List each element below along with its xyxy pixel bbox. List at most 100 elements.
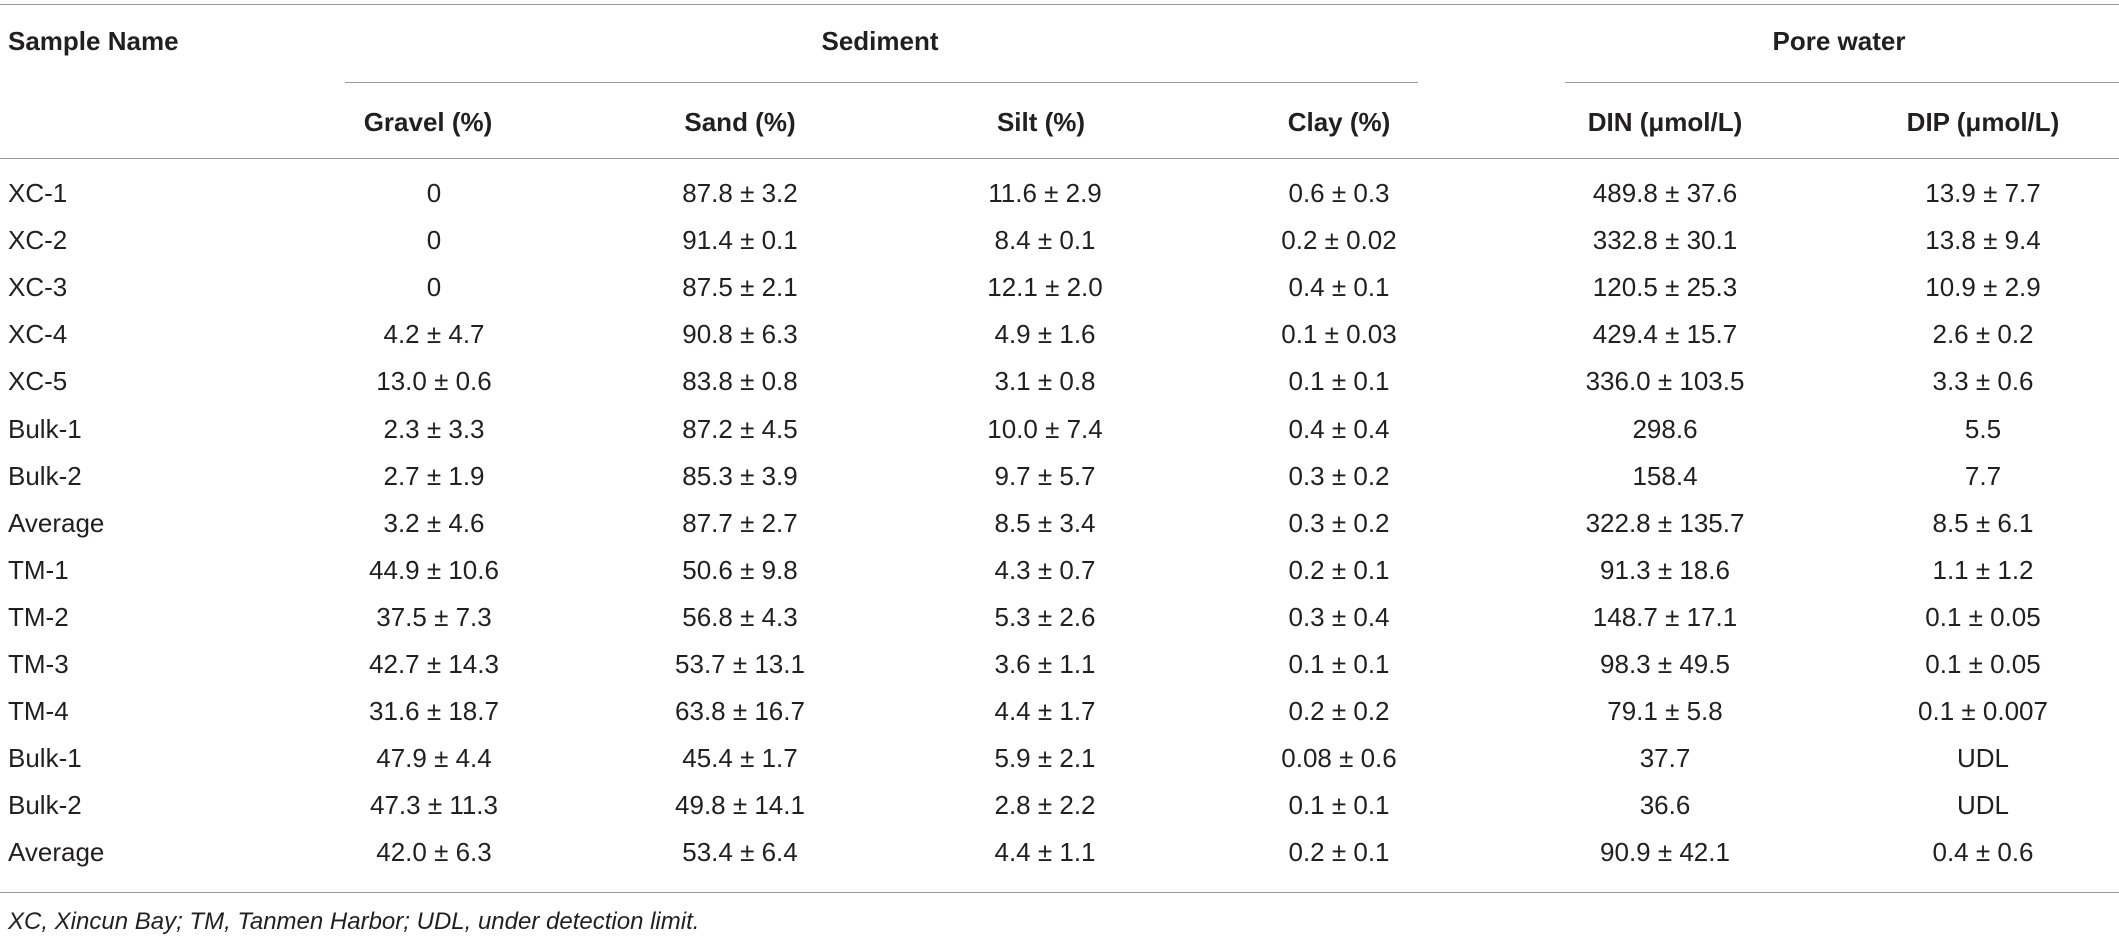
cell-gravel: 37.5 ± 7.3 [376,602,492,632]
sample-name-header: Sample Name [8,26,179,56]
cell-dip: 2.6 ± 0.2 [1932,319,2034,349]
cell-din: 322.8 ± 135.7 [1585,508,1745,538]
cell-sand: 83.8 ± 0.8 [682,366,798,396]
cell-gravel: 31.6 ± 18.7 [369,696,499,726]
cell-sample-name: XC-3 [8,272,68,302]
cell-dip: 13.9 ± 7.7 [1925,178,2041,208]
cell-clay: 0.3 ± 0.2 [1288,461,1390,491]
cell-clay: 0.1 ± 0.1 [1288,790,1390,820]
cell-clay: 0.4 ± 0.1 [1288,272,1390,302]
cell-clay: 0.2 ± 0.2 [1288,696,1390,726]
cell-din: 36.6 [1639,790,1691,820]
pore-water-group-rule [1565,82,2119,83]
cell-sample-name: Bulk-1 [8,414,82,444]
header-bottom-rule [0,158,2119,159]
cell-din: 98.3 ± 49.5 [1600,649,1730,679]
cell-gravel: 2.7 ± 1.9 [383,461,485,491]
cell-clay: 0.2 ± 0.1 [1288,837,1390,867]
cell-silt: 4.3 ± 0.7 [994,555,1096,585]
cell-gravel: 0 [426,225,442,255]
cell-dip: 0.1 ± 0.007 [1918,696,2048,726]
cell-gravel: 42.7 ± 14.3 [369,649,499,679]
cell-sample-name: TM-4 [8,696,69,726]
cell-gravel: 42.0 ± 6.3 [376,837,492,867]
cell-sample-name: XC-1 [8,178,68,208]
cell-gravel: 0 [426,272,442,302]
cell-sand: 87.7 ± 2.7 [682,508,798,538]
cell-silt: 8.4 ± 0.1 [994,225,1096,255]
cell-sand: 90.8 ± 6.3 [682,319,798,349]
cell-gravel: 0 [426,178,442,208]
cell-dip: 0.4 ± 0.6 [1932,837,2034,867]
cell-clay: 0.1 ± 0.1 [1288,366,1390,396]
cell-din: 91.3 ± 18.6 [1600,555,1730,585]
cell-clay: 0.3 ± 0.2 [1288,508,1390,538]
sediment-group-rule [345,82,1418,83]
cell-sand: 49.8 ± 14.1 [675,790,805,820]
cell-sand: 63.8 ± 16.7 [675,696,805,726]
cell-gravel: 47.9 ± 4.4 [376,743,492,773]
cell-sand: 87.5 ± 2.1 [682,272,798,302]
table-top-rule [0,4,2119,5]
cell-sand: 50.6 ± 9.8 [682,555,798,585]
cell-silt: 5.9 ± 2.1 [994,743,1096,773]
cell-gravel: 47.3 ± 11.3 [370,790,498,820]
cell-silt: 2.8 ± 2.2 [994,790,1096,820]
cell-sand: 45.4 ± 1.7 [682,743,798,773]
cell-clay: 0.2 ± 0.1 [1288,555,1390,585]
cell-din: 332.8 ± 30.1 [1592,225,1738,255]
cell-gravel: 13.0 ± 0.6 [376,366,492,396]
cell-silt: 10.0 ± 7.4 [987,414,1103,444]
cell-sample-name: Average [8,508,105,538]
cell-clay: 0.1 ± 0.03 [1281,319,1397,349]
cell-dip: 10.9 ± 2.9 [1925,272,2041,302]
cell-sample-name: Bulk-2 [8,461,82,491]
cell-din: 336.0 ± 103.5 [1585,366,1745,396]
cell-silt: 5.3 ± 2.6 [994,602,1096,632]
cell-silt: 8.5 ± 3.4 [994,508,1096,538]
cell-dip: 5.5 [1964,414,2002,444]
cell-silt: 9.7 ± 5.7 [994,461,1096,491]
cell-dip: 0.1 ± 0.05 [1925,649,2041,679]
cell-din: 79.1 ± 5.8 [1607,696,1723,726]
cell-din: 37.7 [1639,743,1691,773]
cell-clay: 0.08 ± 0.6 [1281,743,1397,773]
cell-dip: 13.8 ± 9.4 [1925,225,2041,255]
cell-sample-name: Bulk-1 [8,743,82,773]
column-header-silt: Silt (%) [996,107,1086,137]
cell-gravel: 4.2 ± 4.7 [383,319,485,349]
cell-gravel: 44.9 ± 10.6 [369,555,499,585]
table-bottom-rule [0,892,2119,893]
cell-din: 298.6 [1632,414,1698,444]
cell-silt: 3.1 ± 0.8 [994,366,1096,396]
cell-sand: 53.7 ± 13.1 [675,649,805,679]
cell-dip: 8.5 ± 6.1 [1932,508,2034,538]
cell-din: 120.5 ± 25.3 [1592,272,1738,302]
cell-dip: 3.3 ± 0.6 [1932,366,2034,396]
cell-dip: 0.1 ± 0.05 [1925,602,2041,632]
cell-clay: 0.3 ± 0.4 [1288,602,1390,632]
cell-clay: 0.2 ± 0.02 [1281,225,1397,255]
cell-sample-name: Bulk-2 [8,790,82,820]
cell-sample-name: TM-3 [8,649,69,679]
cell-silt: 12.1 ± 2.0 [987,272,1103,302]
column-header-gravel: Gravel (%) [363,107,493,137]
column-header-clay: Clay (%) [1287,107,1391,137]
cell-sample-name: Average [8,837,105,867]
cell-sand: 56.8 ± 4.3 [682,602,798,632]
cell-silt: 4.4 ± 1.7 [994,696,1096,726]
cell-din: 90.9 ± 42.1 [1600,837,1730,867]
cell-dip: UDL [1956,790,2010,820]
cell-sand: 87.2 ± 4.5 [682,414,798,444]
column-header-din: DIN (μmol/L) [1587,107,1743,137]
cell-sample-name: XC-2 [8,225,68,255]
cell-silt: 11.6 ± 2.9 [988,178,1102,208]
cell-din: 489.8 ± 37.6 [1592,178,1738,208]
cell-din: 148.7 ± 17.1 [1592,602,1738,632]
column-header-dip: DIP (μmol/L) [1906,107,2060,137]
cell-dip: UDL [1956,743,2010,773]
cell-sample-name: TM-2 [8,602,69,632]
cell-gravel: 3.2 ± 4.6 [383,508,485,538]
cell-sand: 85.3 ± 3.9 [682,461,798,491]
cell-clay: 0.1 ± 0.1 [1288,649,1390,679]
